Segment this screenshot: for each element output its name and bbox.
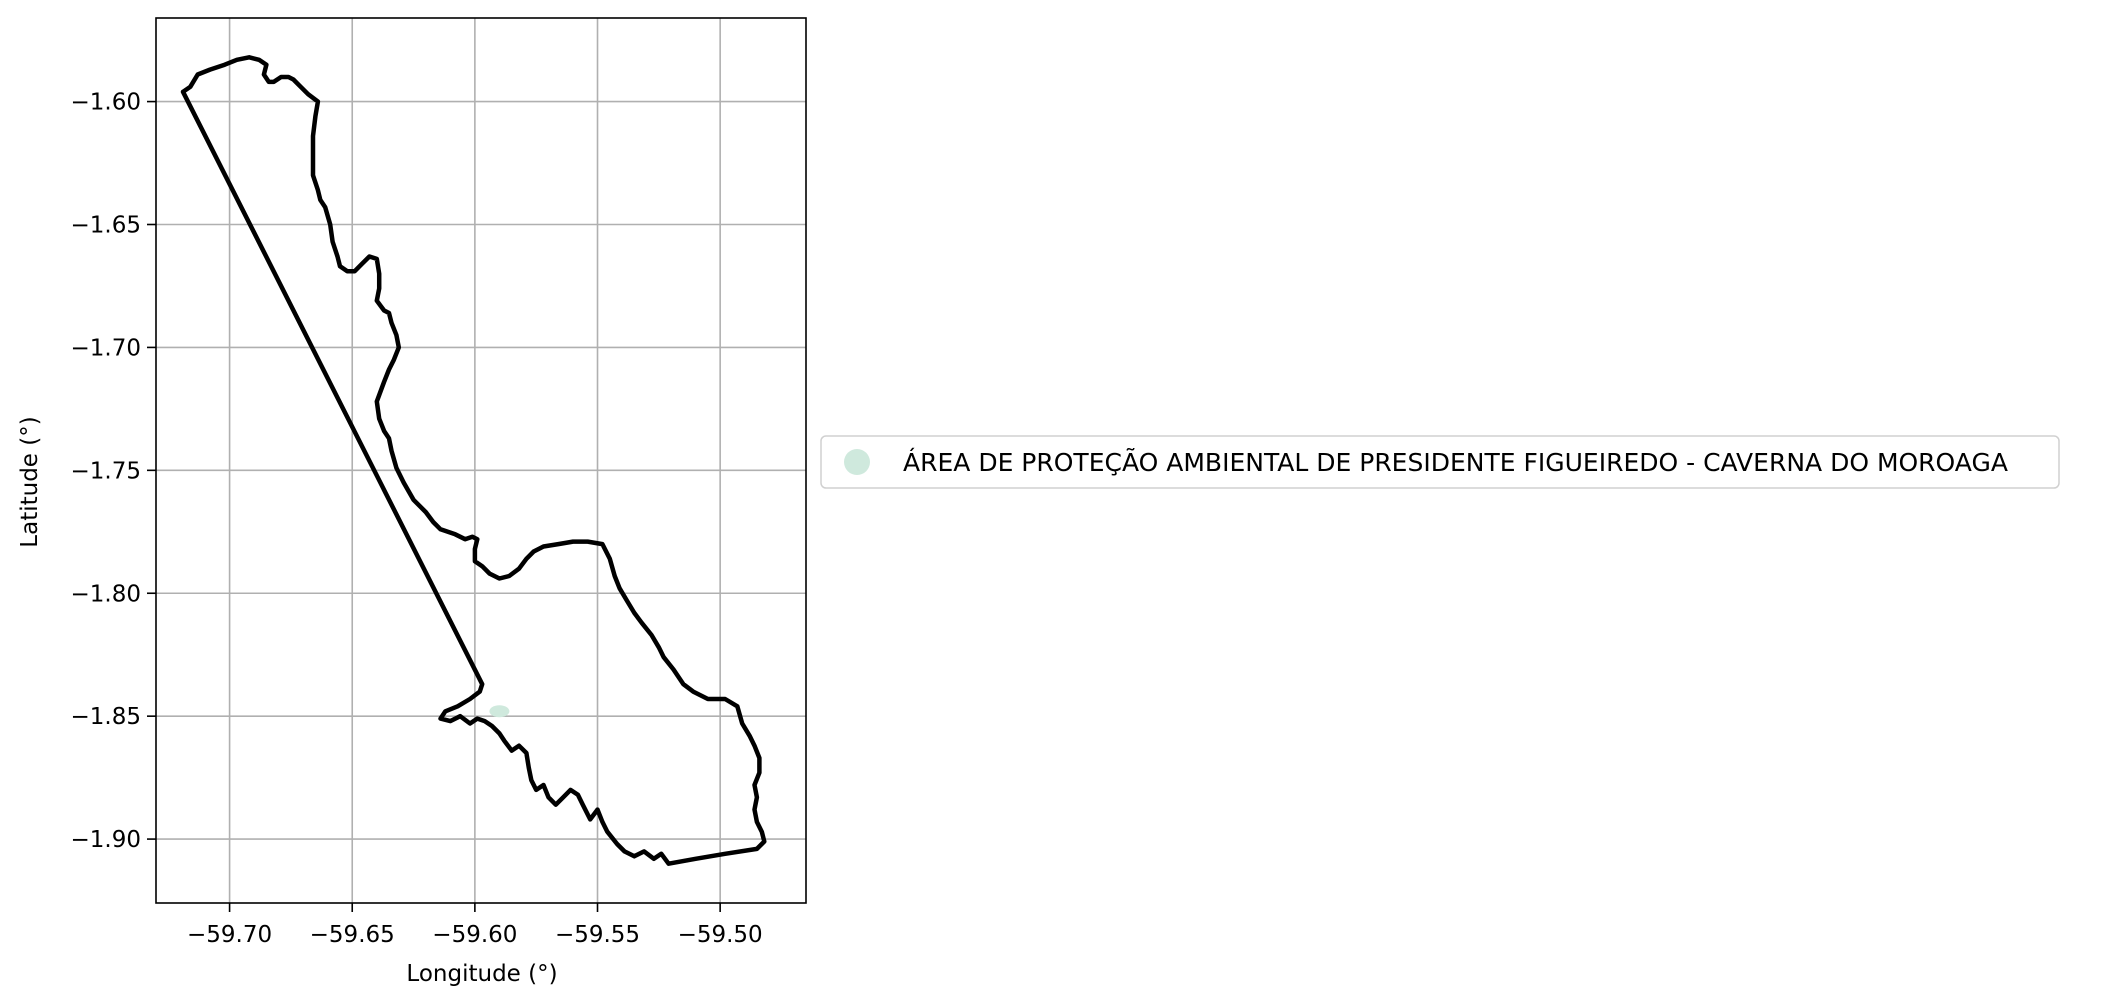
- legend: ÁREA DE PROTEÇÃO AMBIENTAL DE PRESIDENTE…: [820, 435, 2060, 489]
- y-tick-label: −1.75: [71, 458, 141, 484]
- y-tick-label: −1.90: [71, 827, 141, 853]
- x-tick-label: −59.65: [310, 922, 395, 948]
- boundary-outline: [180, 55, 767, 866]
- x-axis-ticks: −59.70 −59.65 −59.60 −59.55 −59.50: [187, 903, 763, 948]
- legend-frame: [820, 435, 2060, 489]
- protected-area-marker: [489, 705, 510, 718]
- protected-area-patch: [489, 705, 510, 718]
- axes-frame: [155, 17, 807, 904]
- y-tick-label: −1.70: [71, 335, 141, 361]
- x-tick-label: −59.70: [187, 922, 272, 948]
- boundary-line: [180, 55, 767, 866]
- y-tick-label: −1.85: [71, 704, 141, 730]
- y-tick-label: −1.65: [71, 213, 141, 239]
- y-tick-label: −1.60: [71, 90, 141, 116]
- y-axis-ticks: −1.60 −1.65 −1.70 −1.75 −1.80 −1.85 −1.90: [71, 90, 156, 853]
- y-axis-label: Latitude (°): [17, 416, 43, 547]
- legend-label: ÁREA DE PROTEÇÃO AMBIENTAL DE PRESIDENTE…: [903, 447, 2008, 477]
- x-tick-label: −59.50: [678, 922, 763, 948]
- legend-marker-icon: [844, 449, 870, 475]
- x-tick-label: −59.60: [432, 922, 517, 948]
- grid-lines: [156, 18, 806, 903]
- x-tick-label: −59.55: [555, 922, 640, 948]
- x-axis-label: Longitude (°): [406, 961, 557, 987]
- y-tick-label: −1.80: [71, 581, 141, 607]
